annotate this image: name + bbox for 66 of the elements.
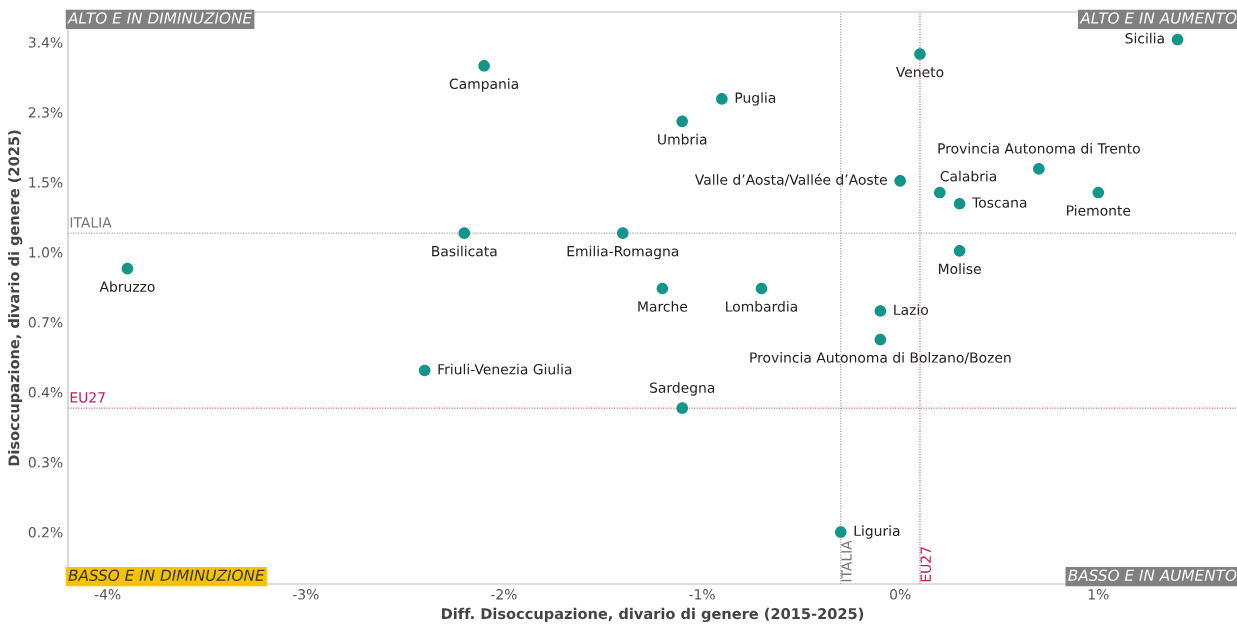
series-label: Liguria	[854, 525, 900, 539]
point	[834, 526, 847, 538]
x-axis-title: Diff. Disoccupazione, divario di genere (2015-2025)	[442, 607, 864, 623]
point	[914, 48, 926, 60]
y-tick-label: 3.4%	[28, 37, 63, 48]
y-axis-title: Disoccupazione, divario di genere (2025)	[8, 130, 23, 466]
y-tick-label: 0.7%	[28, 317, 63, 328]
series-label: Umbria	[658, 133, 707, 145]
series-label: Sicilia	[1125, 32, 1164, 44]
series-label: Provincia Autonoma di Bolzano/Bozen	[750, 352, 1011, 364]
point	[676, 115, 689, 128]
x-tick-label: 1%	[1088, 589, 1109, 600]
point	[1092, 186, 1105, 199]
annotation: BASSO E IN DIMINUZIONE	[68, 569, 265, 582]
y-tick-label: 0.2%	[28, 527, 63, 538]
point	[953, 197, 966, 210]
point	[458, 227, 471, 239]
x-tick-label: -3%	[292, 589, 319, 600]
series-label: Lazio	[894, 304, 928, 315]
series-label: Molise	[938, 263, 981, 275]
x-tick-label: -1%	[689, 589, 715, 600]
ref-line-label: EU27	[70, 392, 105, 403]
y-tick-label: 1.5%	[29, 177, 63, 188]
point	[418, 364, 431, 377]
annotation: BASSO E IN AUMENTO	[1068, 569, 1237, 582]
x-tick-label: -4%	[94, 589, 121, 600]
series-label: Toscana	[972, 197, 1027, 208]
series-label: Valle d’Aosta/Vallée d’Aoste	[694, 173, 887, 186]
point	[953, 245, 966, 257]
point	[676, 402, 689, 414]
y-tick-label: 0.4%	[28, 387, 63, 398]
ref-line-label: ITALIA	[841, 540, 852, 582]
series-label: Emilia-Romagna	[567, 245, 679, 260]
series-label: Veneto	[895, 66, 944, 78]
ref-line-label: EU27	[920, 547, 931, 582]
series-label: Abruzzo	[99, 281, 155, 292]
annotation: ALTO E IN DIMINUZIONE	[67, 12, 253, 24]
series-label: Piemonte	[1067, 205, 1131, 216]
point	[894, 175, 906, 187]
series-label: Provincia Autonoma di Trento	[938, 142, 1140, 154]
point	[616, 227, 629, 239]
point	[656, 282, 669, 295]
x-tick-label: 0%	[890, 589, 911, 600]
point	[716, 93, 728, 105]
x-tick-label: -2%	[491, 589, 517, 600]
ref-line-label: ITALIA	[70, 217, 112, 228]
series-label: Puglia	[735, 92, 776, 106]
series-label: Basilicata	[432, 245, 497, 257]
series-label: Lombardia	[726, 301, 797, 312]
series-label: Sardegna	[649, 382, 715, 396]
y-tick-label: 2.3%	[28, 107, 63, 118]
series-label: Campania	[449, 78, 518, 92]
y-tick-label: 1.0%	[29, 247, 63, 258]
series-label: Calabria	[940, 170, 997, 182]
point	[933, 186, 946, 199]
y-tick-label: 0.3%	[28, 457, 63, 468]
series-label: Marche	[638, 301, 688, 312]
point	[1171, 33, 1184, 46]
point	[755, 282, 768, 295]
point	[874, 333, 887, 346]
annotation: ALTO E IN AUMENTO	[1079, 12, 1237, 24]
point	[478, 59, 490, 72]
point	[121, 262, 134, 275]
point	[874, 305, 887, 317]
point	[1033, 163, 1045, 175]
series-label: Friuli-Venezia Giulia	[438, 363, 572, 375]
